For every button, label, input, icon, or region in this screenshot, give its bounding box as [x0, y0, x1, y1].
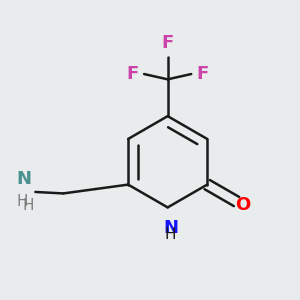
Text: F: F [127, 65, 139, 83]
Text: N: N [163, 219, 178, 237]
Text: H: H [165, 227, 176, 242]
Text: H: H [17, 194, 28, 209]
Text: O: O [235, 196, 250, 214]
Text: F: F [161, 34, 174, 52]
Text: N: N [17, 170, 32, 188]
Text: H: H [23, 198, 34, 213]
Text: F: F [196, 65, 209, 83]
